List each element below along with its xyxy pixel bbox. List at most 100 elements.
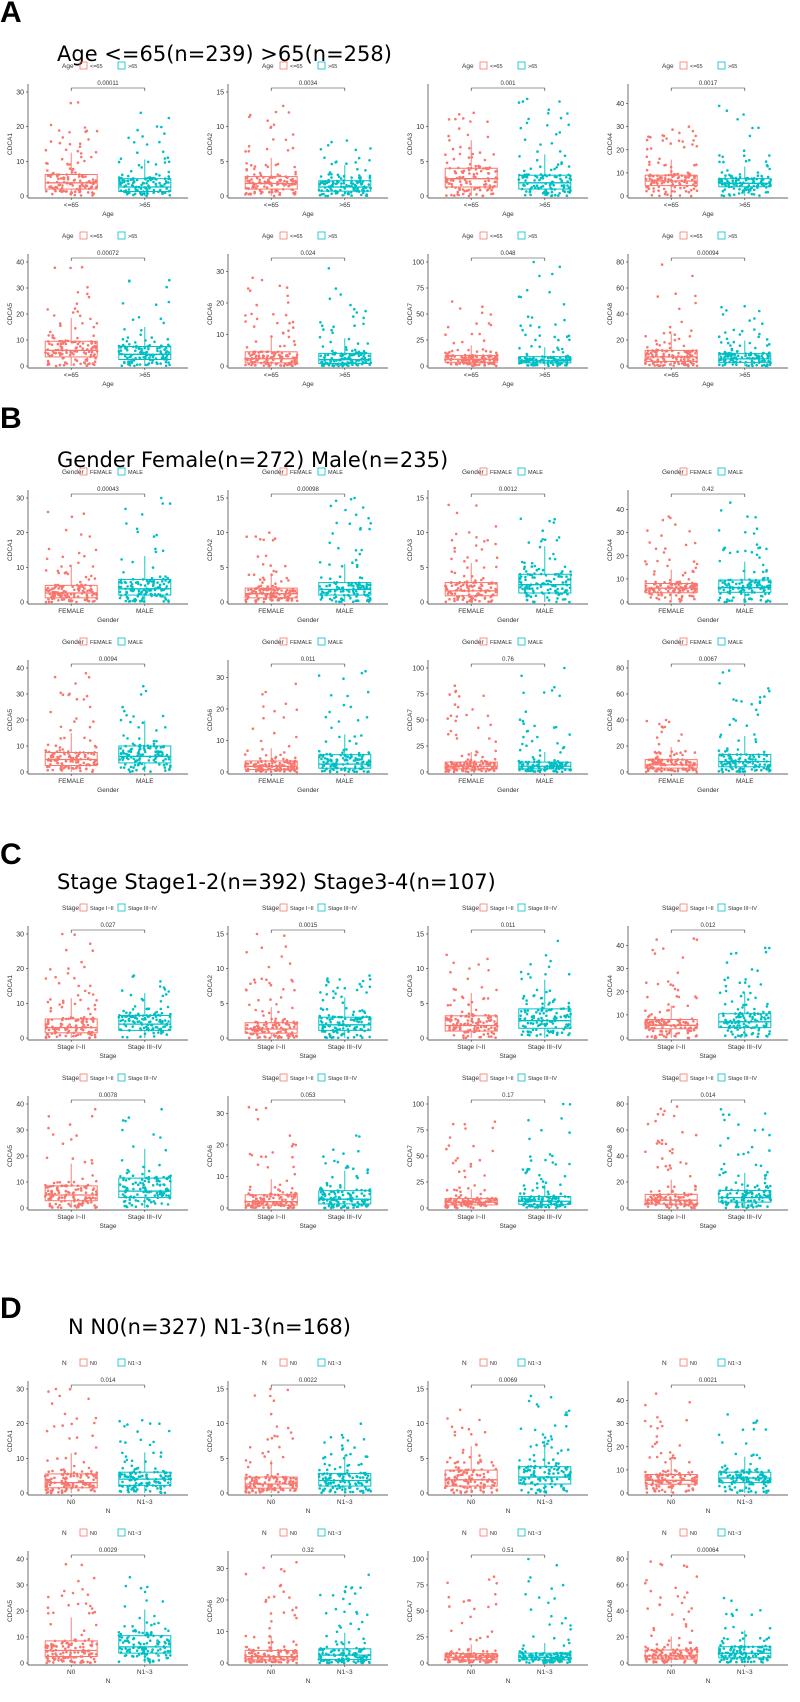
data-point: [488, 184, 492, 187]
data-point: [331, 532, 335, 535]
data-point: [662, 187, 666, 191]
data-point: [662, 134, 666, 138]
data-point: [259, 739, 263, 743]
data-point: [752, 180, 756, 183]
data-point: [550, 689, 554, 692]
x-tick-label: Stage I~II: [57, 1044, 85, 1051]
data-point: [322, 328, 325, 331]
data-point: [675, 358, 678, 361]
data-point: [91, 194, 94, 197]
data-point: [137, 316, 141, 319]
x-tick-label: MALE: [136, 778, 154, 785]
data-point: [320, 757, 323, 761]
data-point: [341, 751, 344, 754]
data-point: [293, 763, 296, 766]
data-point: [530, 186, 533, 189]
data-point: [517, 101, 521, 104]
x-axis-label: Gender: [697, 787, 720, 794]
data-point: [455, 511, 459, 515]
data-point: [122, 343, 125, 347]
data-point: [563, 565, 567, 569]
data-point: [535, 158, 539, 162]
data-point: [362, 770, 366, 773]
data-point: [717, 598, 721, 602]
data-point: [538, 178, 541, 182]
legend-label-group2: >65: [728, 64, 737, 70]
data-point: [91, 565, 95, 568]
data-point: [324, 715, 328, 719]
data-point: [454, 690, 457, 694]
data-point: [467, 188, 471, 192]
legend-key-group2: [117, 903, 126, 912]
data-point: [480, 583, 483, 586]
data-point: [529, 167, 533, 170]
data-point: [44, 148, 48, 152]
data-point: [140, 329, 143, 332]
data-point: [278, 761, 282, 765]
data-point: [735, 363, 738, 367]
data-point: [548, 557, 552, 560]
data-point: [468, 163, 472, 166]
data-point: [736, 550, 739, 553]
data-point: [67, 693, 70, 697]
data-point: [646, 529, 649, 532]
data-point: [73, 190, 77, 193]
data-point: [132, 141, 136, 144]
data-point: [753, 328, 756, 331]
data-point: [44, 1035, 48, 1039]
data-point: [287, 363, 291, 366]
data-point: [58, 351, 62, 355]
data-point: [151, 584, 155, 588]
data-point: [741, 761, 745, 765]
data-point: [364, 669, 367, 673]
data-point: [95, 129, 99, 133]
data-point: [346, 755, 350, 758]
data-point: [91, 949, 95, 952]
data-point: [272, 194, 276, 198]
y-tick-label: 0: [420, 364, 424, 371]
data-point: [273, 537, 277, 540]
data-point: [746, 584, 750, 588]
data-point: [158, 140, 161, 144]
data-point: [162, 759, 165, 762]
data-point: [278, 179, 282, 183]
data-point: [66, 972, 70, 975]
data-point: [94, 341, 97, 345]
data-point: [144, 689, 148, 693]
data-point: [752, 532, 756, 535]
data-point: [158, 985, 162, 988]
data-point: [723, 546, 727, 550]
data-point: [521, 100, 525, 103]
data-point: [91, 993, 95, 996]
data-point: [564, 589, 567, 592]
legend-key-group2: [717, 61, 726, 70]
data-point: [167, 990, 170, 993]
data-point: [76, 291, 80, 294]
data-point: [262, 364, 266, 367]
data-point: [673, 190, 676, 193]
data-point: [333, 589, 337, 593]
data-point: [258, 171, 262, 175]
data-point: [85, 694, 89, 698]
x-tick-label: >65: [539, 202, 550, 209]
data-point: [720, 194, 724, 197]
data-point: [567, 334, 571, 338]
data-point: [155, 533, 158, 537]
legend-title: Age: [662, 233, 674, 240]
data-point: [352, 315, 355, 318]
data-point: [681, 753, 684, 757]
data-point: [54, 364, 58, 368]
data-point: [691, 274, 694, 278]
data-point: [754, 580, 757, 584]
data-point: [644, 334, 647, 338]
data-point: [546, 124, 549, 127]
data-point: [293, 359, 296, 363]
data-point: [318, 749, 321, 753]
data-point: [64, 1034, 68, 1038]
data-point: [320, 324, 324, 328]
data-point: [159, 317, 163, 321]
data-point: [695, 189, 699, 192]
data-point: [744, 531, 747, 534]
data-point: [750, 359, 754, 363]
